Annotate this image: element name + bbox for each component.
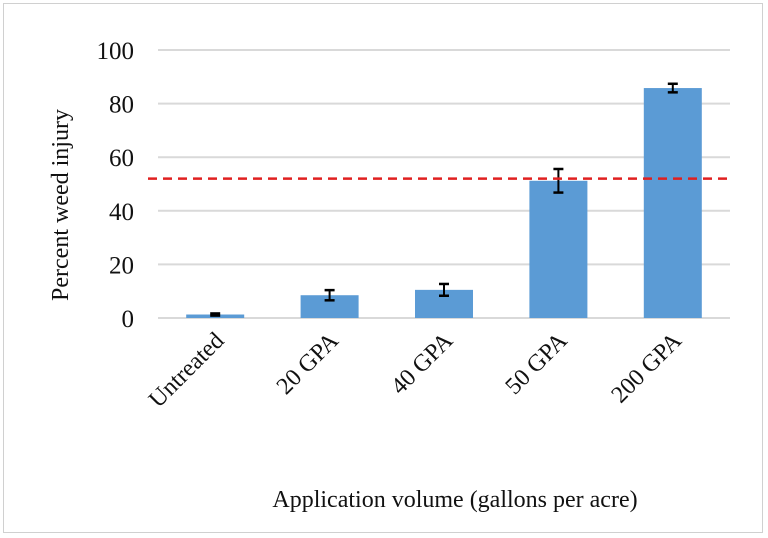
x-tick-label: 50 GPA: [501, 327, 573, 399]
y-tick-label: 60: [109, 145, 134, 172]
y-tick-label: 0: [122, 306, 135, 333]
x-tick-label: Untreated: [144, 328, 229, 413]
bar: [643, 88, 702, 318]
y-tick-label: 40: [109, 199, 134, 226]
bar: [300, 295, 359, 318]
x-tick-label: 20 GPA: [272, 327, 344, 399]
y-axis-label: Percent weed injury: [48, 109, 74, 301]
y-tick-label: 80: [109, 92, 134, 119]
x-tick-label: 200 GPA: [607, 327, 688, 408]
bar: [529, 180, 588, 318]
y-tick-label: 100: [97, 38, 135, 65]
x-tick-label: 40 GPA: [386, 327, 458, 399]
chart-frame: [3, 3, 763, 533]
x-axis-label: Application volume (gallons per acre): [272, 487, 637, 513]
y-tick-label: 20: [109, 252, 134, 279]
